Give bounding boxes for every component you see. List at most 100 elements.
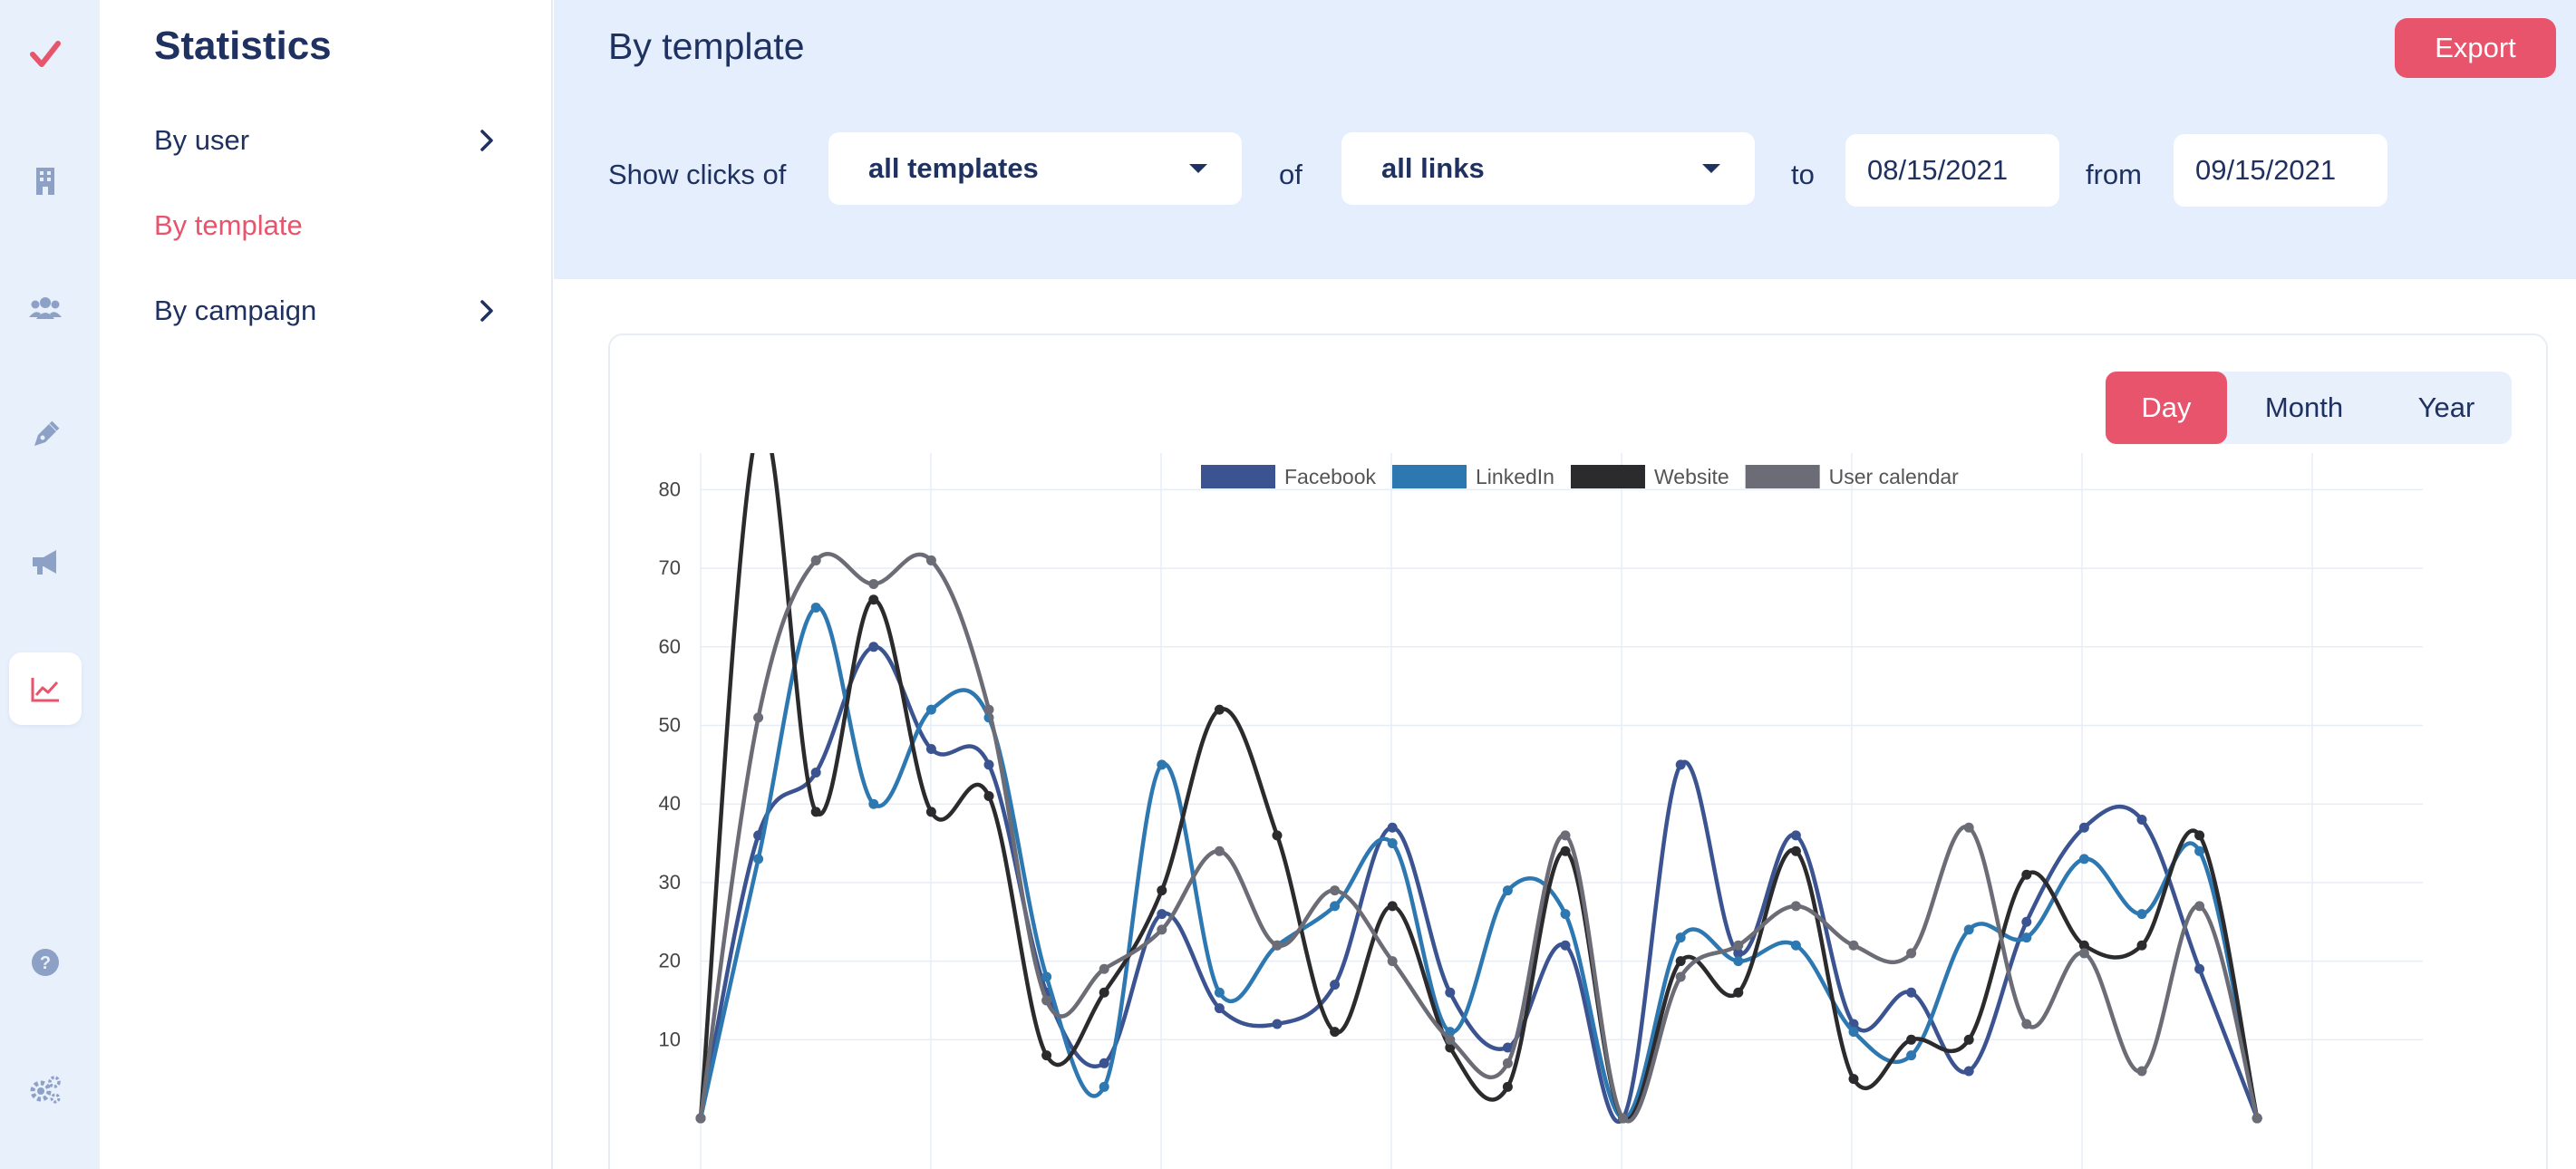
legend-swatch	[1392, 465, 1467, 488]
caret-down-icon	[1702, 164, 1720, 173]
data-point	[1099, 987, 1109, 998]
subnav-item-by-template[interactable]: By template	[154, 198, 499, 253]
pen-icon[interactable]	[9, 399, 82, 471]
period-year-button[interactable]: Year	[2417, 391, 2475, 423]
building-icon[interactable]	[9, 145, 82, 217]
data-point	[1963, 1066, 1974, 1077]
logo-checkmark-icon[interactable]	[9, 18, 82, 91]
data-point	[1560, 830, 1571, 841]
legend-item[interactable]: User calendar	[1745, 465, 1960, 488]
data-point	[1099, 1081, 1109, 1092]
y-axis-ticks: 102030405060708090	[659, 478, 681, 1050]
subnav-item-label: By campaign	[154, 295, 317, 326]
period-toggle: Day Month Year	[2106, 372, 2512, 444]
legend-item[interactable]: Website	[1570, 465, 1729, 488]
y-tick-label: 70	[659, 556, 681, 579]
subnav-item-by-campaign[interactable]: By campaign	[154, 284, 499, 338]
subnav-item-by-user[interactable]: By user	[154, 113, 499, 168]
data-point	[1848, 1074, 1859, 1085]
data-point	[1848, 940, 1859, 951]
data-point	[868, 798, 879, 809]
date-from-input[interactable]: 09/15/2021	[2174, 134, 2387, 207]
data-point	[1618, 1113, 1629, 1124]
legend-swatch	[1201, 465, 1275, 488]
y-tick-label: 40	[659, 792, 681, 815]
data-point	[983, 791, 994, 802]
data-point	[2021, 869, 2032, 880]
data-point	[1214, 845, 1225, 856]
data-point	[753, 854, 764, 865]
data-point	[753, 712, 764, 723]
settings-icon[interactable]	[9, 1053, 82, 1126]
page-title: By template	[608, 25, 805, 67]
data-point	[2194, 845, 2205, 856]
data-point	[2078, 940, 2089, 951]
chevron-right-icon	[480, 130, 493, 151]
data-point	[925, 744, 936, 755]
template-select[interactable]: all templates	[828, 132, 1242, 205]
links-select[interactable]: all links	[1341, 132, 1755, 205]
data-point	[2136, 815, 2147, 826]
data-point	[1790, 830, 1801, 841]
data-point	[925, 807, 936, 817]
y-tick-label: 50	[659, 714, 681, 737]
data-point	[983, 759, 994, 770]
series-user-calendar	[695, 552, 2262, 1124]
chart-series	[695, 453, 2262, 1124]
data-point	[1502, 1042, 1513, 1053]
data-point	[1041, 995, 1052, 1006]
legend-label: Facebook	[1284, 465, 1377, 488]
legend-item[interactable]: LinkedIn	[1392, 465, 1554, 488]
data-point	[2021, 1019, 2032, 1029]
export-button[interactable]: Export	[2395, 18, 2556, 78]
period-month-button[interactable]: Month	[2264, 391, 2344, 423]
data-point	[1157, 924, 1167, 935]
help-icon[interactable]: ?	[9, 926, 82, 999]
data-point	[1214, 987, 1225, 998]
from-label: from	[2086, 159, 2142, 190]
users-icon[interactable]	[9, 272, 82, 344]
data-point	[1906, 948, 1917, 959]
data-point	[2194, 901, 2205, 912]
data-point	[1502, 1058, 1513, 1068]
data-point	[868, 578, 879, 589]
chart-line-icon[interactable]	[9, 652, 82, 725]
data-point	[2194, 830, 2205, 841]
megaphone-icon[interactable]	[9, 526, 82, 598]
data-point	[1675, 932, 1686, 943]
data-point	[2194, 963, 2205, 974]
chart-legend: Facebook LinkedIn Website User calendar	[1201, 465, 1959, 488]
data-point	[2136, 1066, 2147, 1077]
to-label: to	[1791, 159, 1815, 190]
data-point	[1330, 1027, 1341, 1038]
data-point	[1445, 1042, 1456, 1053]
legend-label: User calendar	[1829, 465, 1960, 488]
data-point	[1560, 940, 1571, 951]
data-point	[1560, 909, 1571, 920]
data-point	[1560, 845, 1571, 856]
data-point	[2078, 854, 2089, 865]
data-point	[1445, 1034, 1456, 1045]
svg-text:?: ?	[40, 953, 51, 973]
y-tick-label: 60	[659, 635, 681, 658]
data-point	[1330, 901, 1341, 912]
subnav-title: Statistics	[154, 24, 332, 68]
data-point	[810, 602, 821, 613]
subnav-item-label: By template	[154, 209, 303, 241]
date-to-input[interactable]: 08/15/2021	[1845, 134, 2059, 207]
data-point	[1041, 1050, 1052, 1061]
data-point	[1330, 885, 1341, 896]
data-point	[1502, 885, 1513, 896]
data-point	[1963, 924, 1974, 935]
data-point	[2021, 916, 2032, 927]
period-day-button[interactable]: Day	[2106, 372, 2227, 444]
data-point	[2078, 822, 2089, 833]
data-point	[1214, 704, 1225, 715]
data-point	[2136, 909, 2147, 920]
data-point	[925, 555, 936, 565]
caret-down-icon	[1189, 164, 1207, 173]
y-tick-label: 10	[659, 1028, 681, 1050]
data-point	[1963, 1034, 1974, 1045]
data-point	[1906, 987, 1917, 998]
legend-item[interactable]: Facebook	[1201, 465, 1377, 488]
